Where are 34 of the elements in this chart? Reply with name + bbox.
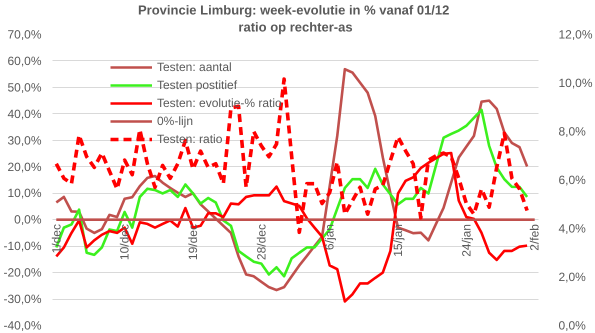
y2-tick-label: 4,0% <box>558 222 586 236</box>
y-tick-label: -30,0% <box>3 292 42 306</box>
chart-subtitle: ratio op rechter-as <box>238 20 353 34</box>
y-tick-label: 70,0% <box>7 28 42 42</box>
y-tick-label: 30,0% <box>7 133 42 148</box>
x-tick-label: 15/jan <box>391 224 406 257</box>
x-tick-label: 10/dec <box>118 224 132 260</box>
y2-tick-label: 2,0% <box>558 270 586 284</box>
y-tick-label: 0,0% <box>14 212 42 227</box>
y-tick-label: 10,0% <box>7 186 42 200</box>
legend-label: Testen: aantal <box>157 59 232 75</box>
x-tick-label: 28/dec <box>254 224 268 260</box>
legend-label: Testen: evolutie-% ratio <box>157 95 282 111</box>
x-tick-label: 2/feb <box>528 224 542 251</box>
y-tick-label: 50,0% <box>7 80 42 94</box>
y-tick-label: 40,0% <box>7 106 42 121</box>
y-tick-label: -20,0% <box>3 266 42 280</box>
y2-tick-label: 0,0% <box>558 318 586 332</box>
chart-title: Provincie Limburg: week-evolutie in % vanaf 01/12 <box>138 2 450 18</box>
y2-tick-label: 6,0% <box>558 173 586 187</box>
y2-tick-label: 12,0% <box>558 28 593 42</box>
y-tick-label: 60,0% <box>7 54 42 68</box>
y2-tick-label: 8,0% <box>558 124 586 138</box>
y-tick-label: -40,0% <box>3 318 42 332</box>
x-tick-label: 24/jan <box>459 224 474 257</box>
legend-label: Testen: ratio <box>157 131 222 147</box>
x-tick-label: 6/jan <box>322 224 337 250</box>
y-tick-label: 20,0% <box>7 160 42 174</box>
legend-label: 0%-lijn <box>157 113 194 129</box>
x-tick-label: 19/dec <box>186 224 200 260</box>
y-tick-label: -10,0% <box>3 239 42 254</box>
y2-tick-label: 10,0% <box>558 76 593 90</box>
legend-label: Testen postitief <box>157 77 238 93</box>
x-tick-label: 1/dec <box>49 224 64 254</box>
